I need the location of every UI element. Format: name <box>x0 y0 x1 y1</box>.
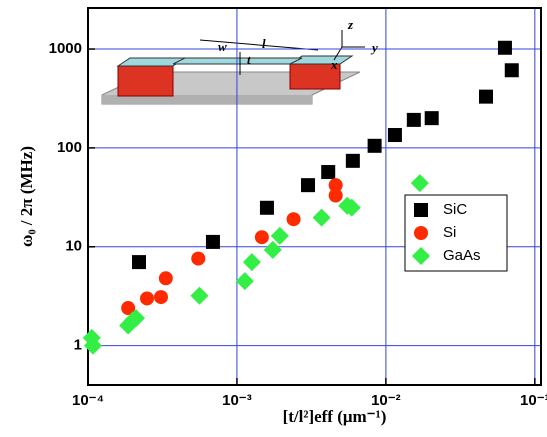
data-point <box>191 251 206 266</box>
data-point <box>478 89 493 104</box>
x-axis-label: [t/l²]eff (μm⁻¹) <box>283 407 387 426</box>
data-point <box>190 286 209 305</box>
y-tick-label: 100 <box>57 139 82 156</box>
data-point <box>205 234 220 249</box>
inset-diagram <box>101 30 365 105</box>
data-point <box>410 174 429 193</box>
inset-label: l <box>262 36 266 51</box>
legend-marker <box>414 203 428 217</box>
data-point <box>263 240 282 259</box>
inset-label: z <box>347 17 354 32</box>
data-point <box>158 271 173 286</box>
data-point <box>321 165 336 180</box>
legend-label: GaAs <box>443 247 481 264</box>
data-point <box>424 111 439 126</box>
data-point <box>286 212 301 227</box>
data-point <box>504 63 519 78</box>
data-point <box>301 178 316 193</box>
inset-label: x <box>330 57 338 72</box>
y-tick-label: 10 <box>65 238 82 255</box>
inset-label: t <box>247 52 251 67</box>
data-point <box>387 128 402 143</box>
x-tick-label: 10⁻² <box>371 392 401 409</box>
data-point <box>126 309 145 328</box>
data-point <box>367 138 382 153</box>
data-point <box>328 188 343 203</box>
data-point <box>83 336 102 355</box>
y-tick-label: 1000 <box>49 40 82 57</box>
data-point <box>235 272 254 291</box>
data-point <box>121 301 136 316</box>
inset-label: w <box>218 39 227 54</box>
data-point <box>328 178 343 193</box>
data-point <box>270 226 289 245</box>
data-point <box>140 291 155 306</box>
legend-marker <box>414 226 428 240</box>
legend-label: SiC <box>443 201 467 218</box>
data-point <box>242 253 261 272</box>
legend-marker <box>412 247 430 265</box>
x-tick-label: 10⁻³ <box>222 392 252 409</box>
data-point <box>254 230 269 245</box>
data-point <box>259 200 274 215</box>
legend-label: Si <box>443 224 456 241</box>
x-tick-label: 10⁻⁴ <box>72 392 104 409</box>
data-point <box>345 153 360 168</box>
x-tick-label: 10⁻¹ <box>520 392 547 409</box>
data-point <box>497 40 512 55</box>
data-point <box>153 290 168 305</box>
y-axis-label: ω₀ / 2π (MHz) <box>17 146 36 247</box>
y-tick-label: 1 <box>74 337 82 354</box>
data-point <box>342 198 361 217</box>
inset-label: y <box>370 40 378 55</box>
plot-frame <box>87 7 542 386</box>
data-point <box>406 112 421 127</box>
data-point <box>312 208 331 227</box>
data-point <box>132 255 147 270</box>
